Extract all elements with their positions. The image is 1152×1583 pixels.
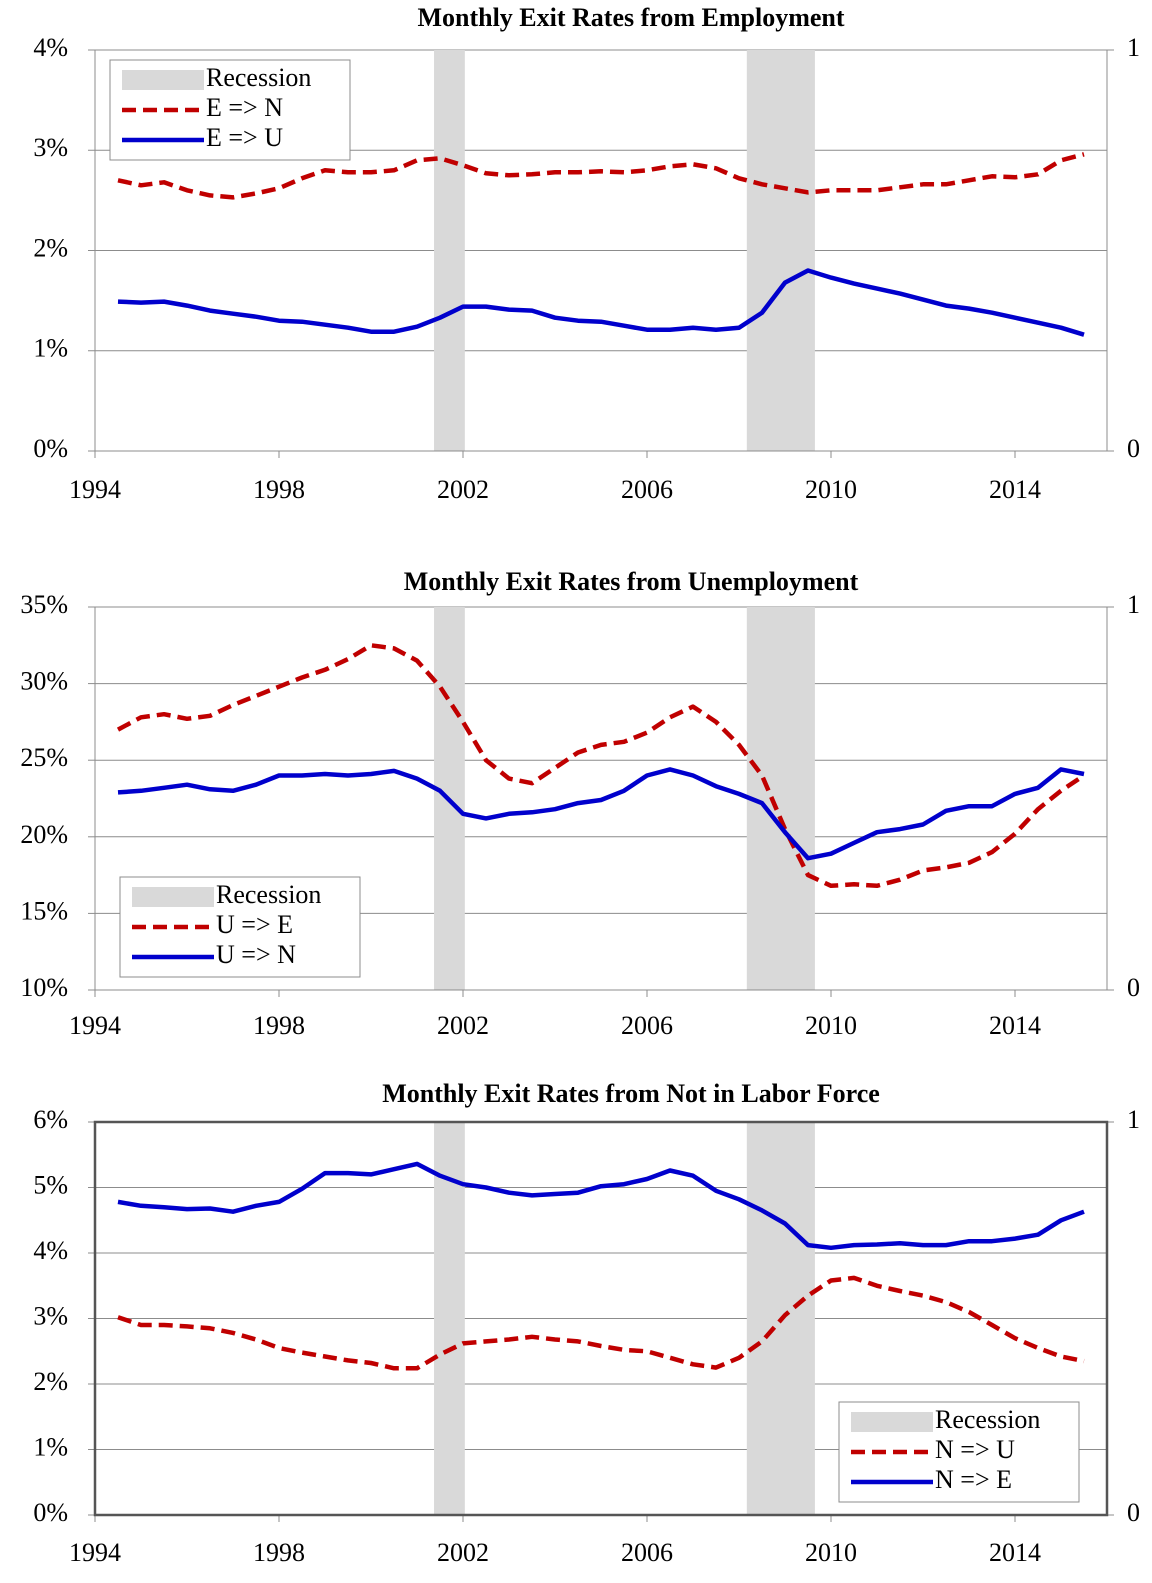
series-line — [117, 767, 1085, 861]
x-tick-label: 2014 — [989, 1538, 1041, 1567]
chart-title: Monthly Exit Rates from Employment — [417, 3, 844, 32]
series-line — [117, 1161, 1085, 1251]
y-tick-label: 1% — [33, 1432, 68, 1461]
y-tick-label: 20% — [20, 820, 68, 849]
plot-frame — [93, 1120, 1109, 1517]
x-tick-label: 1998 — [253, 1538, 305, 1567]
y-tick-label: 5% — [33, 1170, 68, 1199]
chart-title: Monthly Exit Rates from Unemployment — [404, 567, 859, 596]
y-tick-label: 15% — [20, 896, 68, 925]
y-tick-label: 1% — [33, 334, 68, 363]
chart-title: Monthly Exit Rates from Not in Labor For… — [382, 1079, 880, 1108]
legend-label: Recession — [206, 63, 311, 92]
y-tick-label: 4% — [33, 33, 68, 62]
y-tick-label: 6% — [33, 1105, 68, 1134]
y-tick-label: 30% — [20, 667, 68, 696]
y2-tick-label: 0 — [1127, 434, 1140, 463]
x-tick-label: 2010 — [805, 475, 857, 504]
series-line — [117, 1275, 1085, 1371]
y2-tick-label: 1 — [1127, 590, 1140, 619]
series-line — [116, 643, 1086, 889]
y2-tick-label: 0 — [1127, 973, 1140, 1002]
y-tick-label: 10% — [20, 973, 68, 1002]
legend-swatch — [132, 887, 214, 907]
x-tick-label: 1994 — [69, 475, 121, 504]
y2-tick-label: 1 — [1127, 1105, 1140, 1134]
x-tick-label: 2002 — [437, 475, 489, 504]
x-tick-label: 1998 — [253, 475, 305, 504]
x-tick-label: 2006 — [621, 475, 673, 504]
y2-tick-label: 1 — [1127, 33, 1140, 62]
y-tick-label: 25% — [20, 743, 68, 772]
legend-label: Recession — [935, 1405, 1040, 1434]
x-tick-label: 2002 — [437, 1011, 489, 1040]
x-tick-label: 2014 — [989, 1011, 1041, 1040]
x-tick-label: 2006 — [621, 1011, 673, 1040]
x-tick-label: 2002 — [437, 1538, 489, 1567]
legend-swatch — [122, 70, 204, 90]
legend-label: N => E — [935, 1465, 1012, 1494]
x-tick-label: 2010 — [805, 1538, 857, 1567]
x-tick-label: 2010 — [805, 1011, 857, 1040]
recession-band — [434, 1122, 465, 1515]
x-tick-label: 2006 — [621, 1538, 673, 1567]
series-line — [117, 152, 1085, 200]
x-tick-label: 1994 — [69, 1011, 121, 1040]
x-tick-label: 2014 — [989, 475, 1041, 504]
legend-label: U => N — [216, 940, 296, 969]
y-tick-label: 0% — [33, 1498, 68, 1527]
y-tick-label: 35% — [20, 590, 68, 619]
y-tick-label: 4% — [33, 1236, 68, 1265]
x-tick-label: 1998 — [253, 1011, 305, 1040]
legend-label: E => N — [206, 93, 283, 122]
recession-band — [746, 50, 815, 451]
y-tick-label: 0% — [33, 434, 68, 463]
y2-tick-label: 0 — [1127, 1498, 1140, 1527]
series-line — [117, 268, 1085, 337]
x-tick-label: 1994 — [69, 1538, 121, 1567]
y-tick-label: 2% — [33, 1367, 68, 1396]
legend-label: E => U — [206, 123, 283, 152]
recession-band — [746, 607, 815, 990]
legend-label: N => U — [935, 1435, 1015, 1464]
legend-swatch — [851, 1412, 933, 1432]
y-tick-label: 2% — [33, 233, 68, 262]
y-tick-label: 3% — [33, 133, 68, 162]
legend-label: U => E — [216, 910, 293, 939]
legend-label: Recession — [216, 880, 321, 909]
recession-band — [434, 50, 465, 451]
y-tick-label: 3% — [33, 1301, 68, 1330]
